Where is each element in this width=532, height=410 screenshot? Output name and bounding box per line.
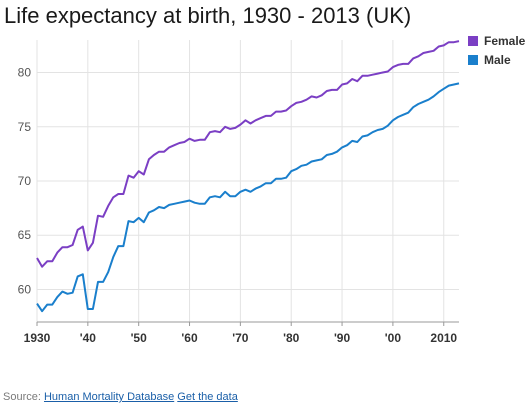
x-tick-label: '70 — [232, 331, 249, 345]
male-series-line — [36, 82, 460, 313]
x-tick-label: '00 — [385, 331, 402, 345]
x-tick-label: '50 — [131, 331, 148, 345]
x-tick-label: '80 — [283, 331, 300, 345]
legend: Female Male — [468, 31, 525, 69]
y-tick-label: 65 — [18, 228, 32, 242]
human-mortality-database-link[interactable]: Human Mortality Database — [43, 391, 175, 403]
x-tick-label: '90 — [334, 331, 351, 345]
y-tick-label: 75 — [18, 120, 32, 134]
female-series-line — [36, 40, 460, 268]
legend-item-male[interactable]: Male — [468, 50, 525, 69]
get-the-data-link[interactable]: Get the data — [177, 391, 238, 403]
source-line: Source: Human Mortality Database Get the… — [3, 391, 238, 403]
y-tick-label: 60 — [18, 282, 32, 296]
x-tick-label: 1930 — [24, 331, 51, 345]
legend-item-female[interactable]: Female — [468, 31, 525, 50]
x-tick-label: '40 — [80, 331, 97, 345]
legend-label-male: Male — [484, 52, 511, 67]
x-tick-label: '60 — [181, 331, 198, 345]
x-tick-label: 2010 — [430, 331, 457, 345]
legend-swatch-female — [468, 35, 478, 46]
legend-label-female: Female — [484, 33, 526, 48]
chart-title: Life expectancy at birth, 1930 - 2013 (U… — [4, 3, 412, 28]
source-prefix: Source: — [3, 391, 41, 403]
y-tick-label: 70 — [18, 174, 32, 188]
legend-swatch-male — [468, 54, 478, 65]
y-tick-label: 80 — [18, 66, 32, 80]
line-chart: 60 65 70 75 80 1930 '40 '50 '60 '70 '80 '90 '00 2010 — [18, 40, 460, 345]
